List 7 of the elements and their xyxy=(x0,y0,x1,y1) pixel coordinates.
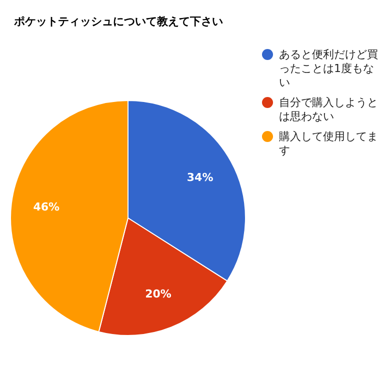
data-label: 20% xyxy=(145,287,172,300)
legend-label: 自分で購入しようとは思わない xyxy=(279,96,379,124)
legend-label: あると便利だけど買ったことは1度もない xyxy=(279,48,379,90)
data-label: 34% xyxy=(186,171,214,184)
chart-title: ポケットティッシュについて教えて下さい xyxy=(14,14,223,29)
data-label: 46% xyxy=(33,200,60,214)
legend-label: 購入して使用してます xyxy=(279,130,379,158)
